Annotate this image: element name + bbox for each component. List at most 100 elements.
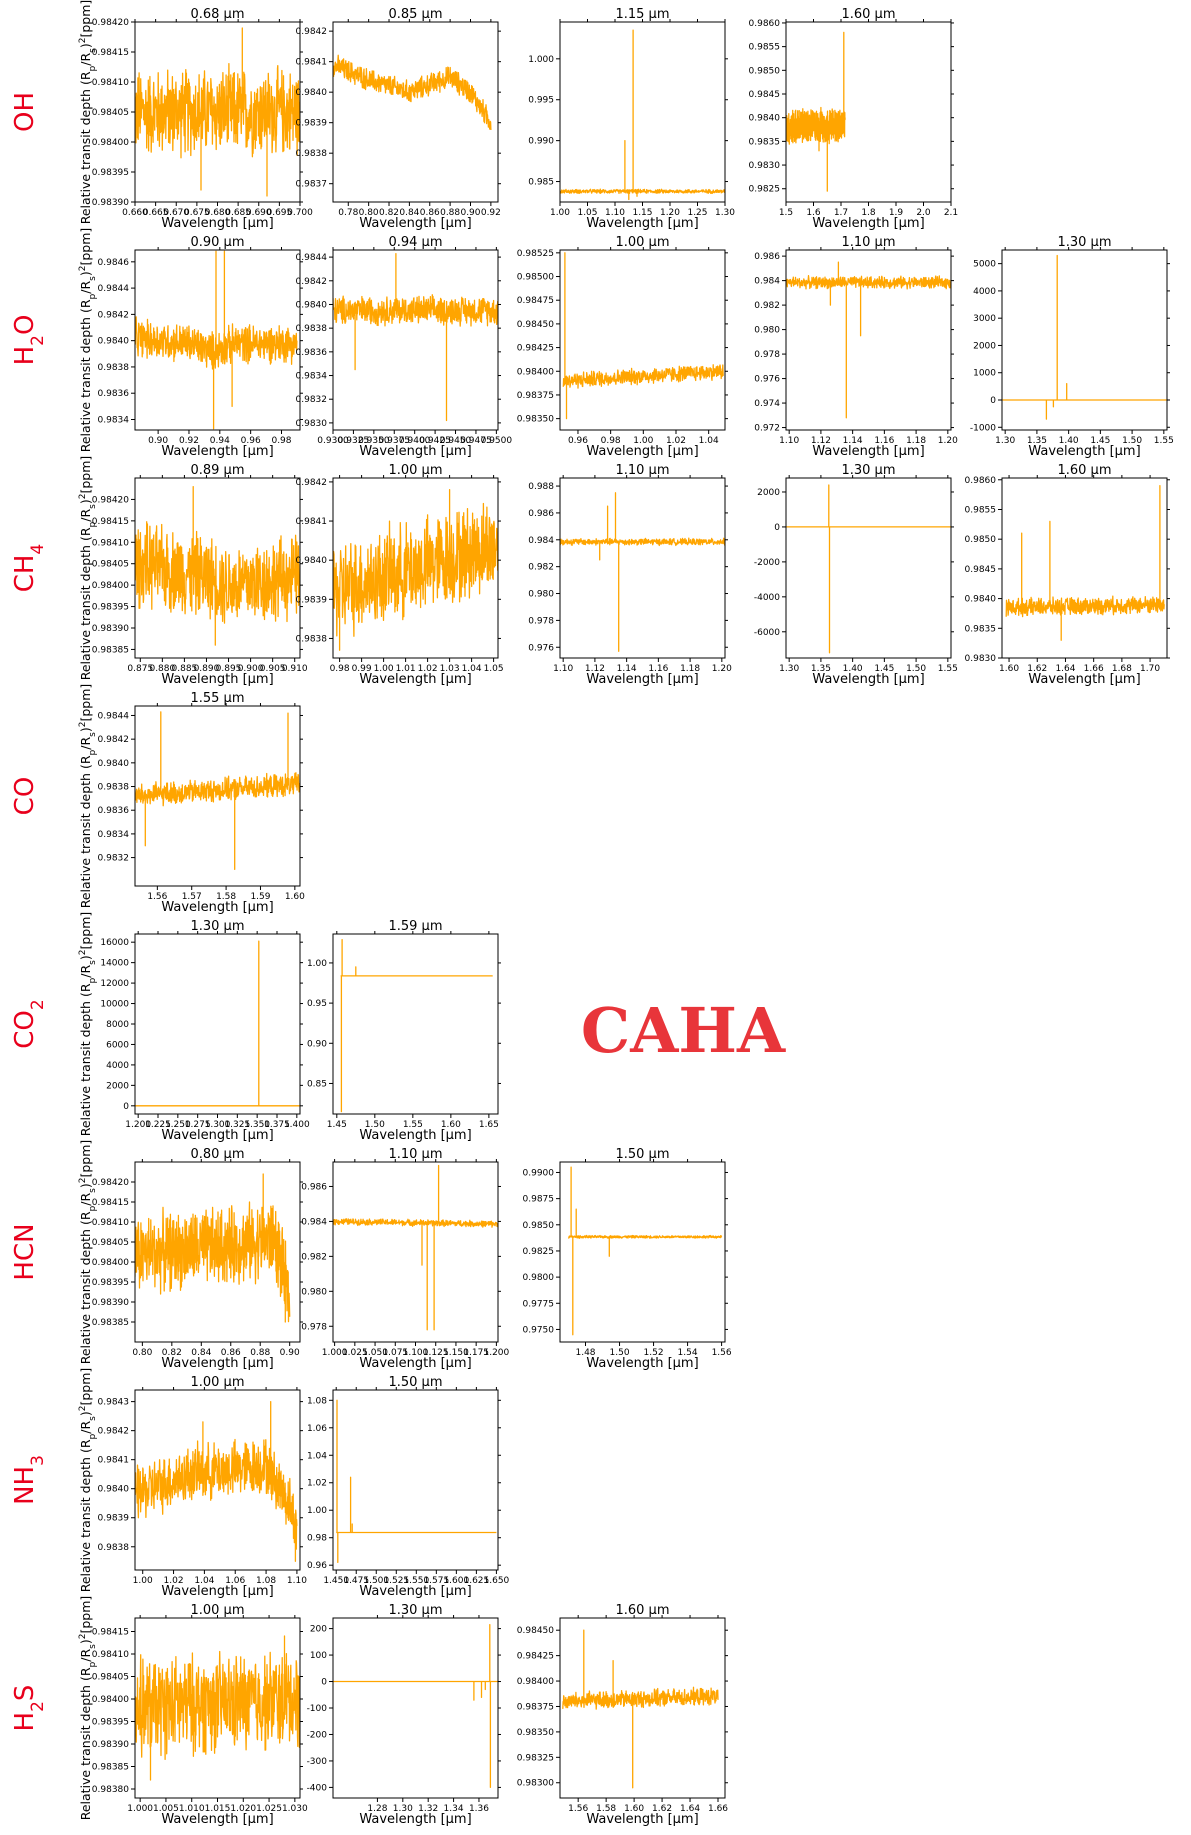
y-tick-label: 0.982	[754, 301, 780, 311]
y-tick-label: 0.980	[528, 590, 554, 600]
y-tick-label: 1000	[973, 369, 996, 379]
panel-title: 1.30 μm	[841, 463, 895, 478]
molecule-label: NH3	[10, 1455, 48, 1505]
y-tick-label: 1.00	[307, 1506, 327, 1516]
y-tick-label: 0.9845	[749, 90, 781, 100]
y-tick-label: 0.985	[528, 178, 554, 188]
x-tick-label: 1.150	[443, 1348, 469, 1358]
x-tick-label: 0.9325	[338, 436, 370, 446]
y-tick-label: 0.9844	[98, 284, 130, 294]
x-tick-label: 0.890	[194, 664, 220, 674]
y-tick-label: 0.9840	[965, 595, 997, 605]
y-tick-label: 0.9842	[98, 735, 130, 745]
data-series-line	[135, 1400, 298, 1562]
y-tick-label: 0	[990, 396, 996, 406]
panel-title: 1.10 μm	[388, 1147, 442, 1162]
panel-title: 1.50 μm	[615, 1147, 669, 1162]
y-tick-label: 0.978	[754, 350, 780, 360]
y-tick-label: 0.9830	[965, 654, 997, 664]
y-tick-label: 0.984	[754, 277, 780, 287]
plot-frame	[559, 477, 726, 659]
panel-title: 0.80 μm	[190, 1147, 244, 1162]
x-tick-label: 1.300	[205, 1120, 231, 1130]
x-axis-label: Wavelength [μm]	[359, 216, 471, 231]
x-tick-label: 0.9300	[317, 436, 349, 446]
y-tick-label: 0.9846	[98, 258, 130, 268]
chart-panel: 1.60 μm 1.56 1.58 1.60 1.62 1.64 1.66 0.98300 0.…	[517, 1603, 729, 1827]
chart-panel: 1.50 μm1.4501.4751.5001.5251.5501.5751.6…	[307, 1375, 510, 1599]
y-tick-label: 0.9875	[523, 1195, 555, 1205]
y-tick-label: 0.9845	[965, 565, 997, 575]
x-tick-label: 1.55	[1154, 436, 1174, 446]
y-tick-label: 0.98420	[92, 18, 129, 28]
y-tick-label: 0.9838	[296, 634, 328, 644]
panel-title: 1.59 μm	[388, 919, 442, 934]
y-tick-label: 0.9840	[749, 114, 781, 124]
x-tick-label: 1.010	[179, 1804, 205, 1814]
chart-panel: 0.90 μm 0.90 0.92 0.94 0.96 0.98 0.9834 0.9836 0…	[78, 228, 303, 459]
y-tick-label: 0.98390	[92, 624, 129, 634]
x-tick-label: 1.600	[443, 1576, 469, 1586]
x-tick-label: 1.02	[666, 436, 686, 446]
x-tick-label: 1.050	[362, 1348, 388, 1358]
x-tick-label: 0.910	[282, 664, 308, 674]
y-tick-label: 0.9836	[98, 389, 130, 399]
x-tick-label: 1.575	[423, 1576, 449, 1586]
panel-title: 1.30 μm	[1057, 235, 1111, 250]
x-tick-label: 1.01	[396, 664, 416, 674]
x-axis-label: Wavelength [μm]	[359, 1128, 471, 1143]
y-tick-label: 0.9834	[98, 415, 130, 425]
y-tick-label: 0.9855	[749, 43, 781, 53]
x-tick-label: 1.00	[550, 208, 570, 218]
chart-panel: 0.85 μm 0.78 0.80 0.82 0.84 0.86 0.88 0.90 0.92 0…	[296, 7, 501, 231]
y-tick-label: 0.98375	[517, 391, 554, 401]
x-tick-label: 1.525	[383, 1576, 409, 1586]
x-axis-label: Wavelength [μm]	[359, 672, 471, 687]
y-axis-label: Relative transit depth (Rp/Rs)2[ppm]	[78, 684, 98, 909]
y-tick-label: 4000	[106, 1061, 129, 1071]
x-tick-label: 1.400	[284, 1120, 310, 1130]
data-series-line	[333, 252, 498, 422]
y-tick-label: 0.98405	[92, 1673, 129, 1683]
data-series-line	[135, 940, 300, 1107]
x-tick-label: 0.9400	[399, 436, 431, 446]
molecule-label: OH	[10, 92, 40, 132]
y-tick-label: 8000	[106, 1020, 129, 1030]
x-tick-label: 0.9450	[440, 436, 472, 446]
x-tick-label: 0.9475	[460, 436, 492, 446]
y-tick-label: 0.98425	[517, 344, 554, 354]
molecule-label: CH4	[10, 544, 48, 593]
y-tick-label: 0.9832	[296, 395, 328, 405]
panel-title: 1.60 μm	[615, 1603, 669, 1618]
x-tick-label: 1.200	[125, 1120, 151, 1130]
x-tick-label: 1.625	[463, 1576, 489, 1586]
y-tick-label: 0.9838	[98, 1543, 130, 1553]
x-axis-label: Wavelength [μm]	[586, 216, 698, 231]
y-tick-label: 0	[123, 1102, 129, 1112]
x-tick-label: 1.04	[462, 664, 482, 674]
y-tick-label: 0.9840	[296, 556, 328, 566]
y-tick-label: 1.02	[307, 1479, 327, 1489]
y-tick-label: 0.9835	[965, 624, 997, 634]
y-tick-label: 2000	[757, 488, 780, 498]
chart-panel: 1.00 μm 1.00 1.02 1.04 1.06 1.08 1.10 0.9838 0.9…	[78, 1368, 307, 1599]
x-tick-label: 1.05	[484, 664, 504, 674]
y-tick-label: 0.98325	[517, 1753, 554, 1763]
x-tick-label: 1.35	[1027, 436, 1047, 446]
y-tick-label: -4000	[754, 593, 780, 603]
plot-frame	[134, 249, 301, 431]
y-tick-label: 0.9842	[296, 277, 328, 287]
y-tick-label: 0.9840	[98, 759, 130, 769]
y-tick-label: 0.98395	[92, 603, 129, 613]
x-tick-label: 1.65	[479, 1120, 499, 1130]
y-tick-label: 0.9837	[296, 180, 328, 190]
x-tick-label: 0.96	[568, 436, 588, 446]
panel-title: 1.10 μm	[841, 235, 895, 250]
data-series-line	[567, 1166, 723, 1336]
x-tick-label: 1.14	[617, 664, 637, 674]
y-tick-label: 0.9836	[296, 348, 328, 358]
data-series-line	[786, 31, 846, 192]
plot-frame	[559, 249, 726, 431]
x-tick-label: 1.375	[264, 1120, 290, 1130]
x-tick-label: 0.86	[221, 1348, 241, 1358]
